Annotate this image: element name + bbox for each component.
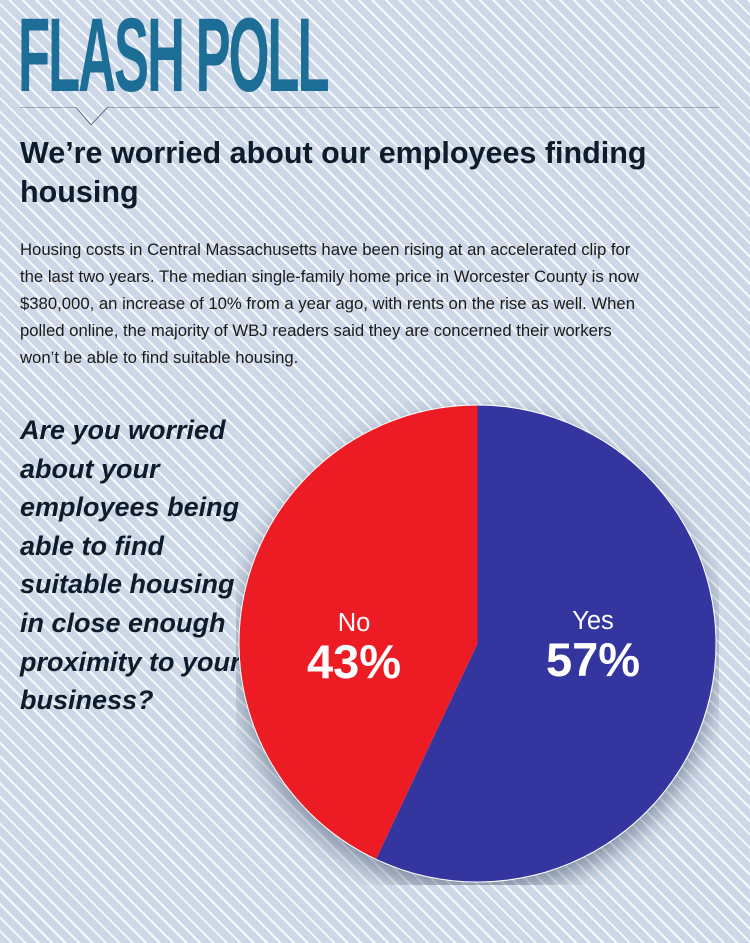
svg-text:57%: 57% <box>546 633 640 686</box>
svg-text:No: No <box>338 609 371 637</box>
svg-text:Yes: Yes <box>572 607 614 635</box>
svg-text:43%: 43% <box>307 635 401 688</box>
